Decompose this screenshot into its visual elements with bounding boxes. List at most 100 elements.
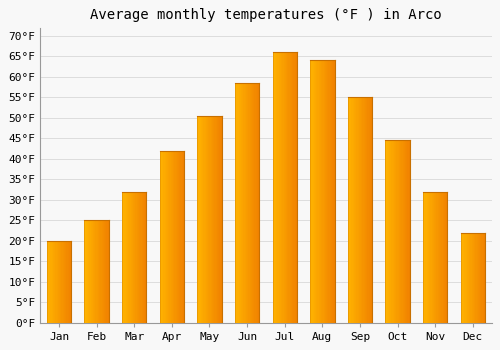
- Bar: [204, 116, 206, 323]
- Bar: [88, 220, 90, 323]
- Bar: [241, 83, 242, 323]
- Bar: [389, 140, 390, 323]
- Bar: [364, 97, 365, 323]
- Bar: [133, 191, 134, 323]
- Bar: [207, 116, 208, 323]
- Bar: [62, 241, 64, 323]
- Bar: [167, 150, 168, 323]
- Bar: [429, 191, 430, 323]
- Bar: [423, 191, 424, 323]
- Bar: [200, 116, 201, 323]
- Bar: [359, 97, 360, 323]
- Bar: [208, 116, 210, 323]
- Bar: [214, 116, 216, 323]
- Bar: [463, 232, 464, 323]
- Bar: [466, 232, 468, 323]
- Bar: [236, 83, 238, 323]
- Bar: [49, 241, 50, 323]
- Bar: [180, 150, 182, 323]
- Bar: [275, 52, 276, 323]
- Bar: [216, 116, 217, 323]
- Bar: [436, 191, 438, 323]
- Bar: [177, 150, 178, 323]
- Bar: [484, 232, 485, 323]
- Bar: [183, 150, 184, 323]
- Bar: [172, 150, 173, 323]
- Bar: [178, 150, 179, 323]
- Bar: [272, 52, 274, 323]
- Bar: [310, 61, 312, 323]
- Bar: [160, 150, 161, 323]
- Bar: [408, 140, 410, 323]
- Bar: [69, 241, 70, 323]
- Bar: [360, 97, 361, 323]
- Bar: [104, 220, 105, 323]
- Bar: [321, 61, 322, 323]
- Bar: [276, 52, 278, 323]
- Bar: [122, 191, 123, 323]
- Bar: [248, 83, 250, 323]
- Bar: [424, 191, 426, 323]
- Bar: [470, 232, 472, 323]
- Bar: [161, 150, 162, 323]
- Bar: [315, 61, 316, 323]
- Bar: [53, 241, 54, 323]
- Bar: [287, 52, 288, 323]
- Bar: [286, 52, 287, 323]
- Bar: [324, 61, 325, 323]
- Bar: [220, 116, 222, 323]
- Bar: [332, 61, 334, 323]
- Bar: [139, 191, 140, 323]
- Bar: [469, 232, 470, 323]
- Bar: [138, 191, 139, 323]
- Bar: [108, 220, 109, 323]
- Bar: [253, 83, 254, 323]
- Bar: [99, 220, 100, 323]
- Bar: [84, 220, 86, 323]
- Bar: [400, 140, 402, 323]
- Bar: [428, 191, 429, 323]
- Bar: [480, 232, 482, 323]
- Bar: [294, 52, 296, 323]
- Bar: [124, 191, 126, 323]
- Bar: [445, 191, 446, 323]
- Bar: [258, 83, 260, 323]
- Bar: [278, 52, 280, 323]
- Bar: [238, 83, 240, 323]
- Bar: [322, 61, 324, 323]
- Bar: [426, 191, 428, 323]
- Bar: [444, 191, 445, 323]
- Bar: [296, 52, 297, 323]
- Bar: [94, 220, 96, 323]
- Bar: [52, 241, 53, 323]
- Bar: [316, 61, 318, 323]
- Bar: [56, 241, 58, 323]
- Bar: [47, 241, 48, 323]
- Bar: [290, 52, 291, 323]
- Bar: [388, 140, 389, 323]
- Bar: [242, 83, 244, 323]
- Bar: [198, 116, 200, 323]
- Bar: [100, 220, 102, 323]
- Bar: [396, 140, 398, 323]
- Bar: [442, 191, 444, 323]
- Bar: [68, 241, 69, 323]
- Bar: [394, 140, 395, 323]
- Bar: [366, 97, 368, 323]
- Bar: [460, 232, 462, 323]
- Bar: [433, 191, 434, 323]
- Bar: [274, 52, 275, 323]
- Bar: [87, 220, 88, 323]
- Bar: [435, 191, 436, 323]
- Bar: [330, 61, 331, 323]
- Bar: [398, 140, 399, 323]
- Bar: [98, 220, 99, 323]
- Bar: [284, 52, 286, 323]
- Bar: [70, 241, 71, 323]
- Bar: [210, 116, 212, 323]
- Bar: [395, 140, 396, 323]
- Bar: [105, 220, 106, 323]
- Bar: [370, 97, 371, 323]
- Bar: [126, 191, 127, 323]
- Bar: [60, 241, 62, 323]
